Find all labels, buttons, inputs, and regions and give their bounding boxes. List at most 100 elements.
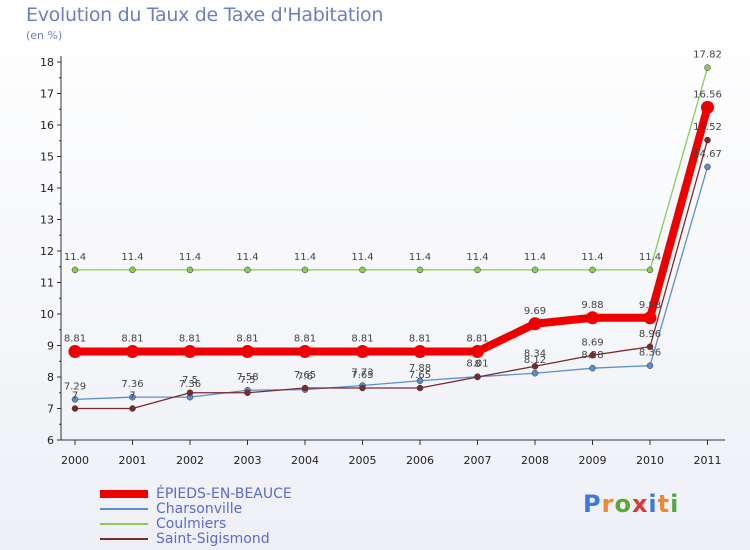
y-tick-label: 6 xyxy=(47,434,54,447)
data-point-saint-sigismond xyxy=(129,405,136,412)
data-point-coulmiers xyxy=(531,266,539,274)
data-label-coulmiers: 11.4 xyxy=(121,252,143,263)
data-label-charsonville: 7.58 xyxy=(236,372,258,383)
data-label-charsonville: 8.36 xyxy=(639,348,661,359)
legend-swatch-epieds xyxy=(100,490,148,498)
logo-letter: i xyxy=(648,490,658,518)
data-point-epieds xyxy=(701,100,714,114)
data-label-saint-sigismond: 7.5 xyxy=(240,375,256,386)
line-chart: 6 7 8 9 10 11 12 13 14 15 16 17 18 2000 2001 2002 2003 20… xyxy=(40,50,725,467)
data-label-saint-sigismond: 8.69 xyxy=(581,337,603,348)
logo-letter: o xyxy=(614,490,632,518)
data-point-coulmiers xyxy=(359,266,366,274)
data-label-saint-sigismond: 7 xyxy=(129,391,135,402)
data-point-coulmiers xyxy=(129,266,136,274)
data-point-epieds xyxy=(413,344,427,358)
data-point-coulmiers xyxy=(186,266,194,274)
data-point-coulmiers xyxy=(71,266,79,274)
data-label-coulmiers: 11.4 xyxy=(581,252,603,263)
data-point-epieds xyxy=(298,344,312,358)
data-point-epieds xyxy=(68,344,82,358)
data-point-saint-sigismond xyxy=(186,389,194,396)
data-label-charsonville: 7.88 xyxy=(409,363,431,374)
data-label-saint-sigismond: 7 xyxy=(72,391,78,402)
y-tick-label: 17 xyxy=(40,88,54,101)
data-point-saint-sigismond xyxy=(71,405,79,412)
data-point-saint-sigismond xyxy=(416,384,424,392)
legend-swatch-coulmiers xyxy=(100,523,148,525)
y-tick-label: 7 xyxy=(47,403,54,416)
series-line-epieds xyxy=(71,103,712,356)
data-label-charsonville: 14.67 xyxy=(693,149,722,160)
data-label-epieds: 9.88 xyxy=(581,300,603,311)
data-label-charsonville: 7.36 xyxy=(179,379,201,390)
data-point-charsonville xyxy=(589,364,596,372)
x-tick-label: 2011 xyxy=(694,454,722,467)
data-label-epieds: 8.81 xyxy=(466,333,488,344)
y-tick-label: 16 xyxy=(40,119,54,132)
data-label-charsonville: 7.29 xyxy=(64,381,86,392)
series-line-coulmiers xyxy=(74,67,709,271)
data-label-epieds: 16.56 xyxy=(693,89,722,100)
data-label-saint-sigismond: 8.96 xyxy=(639,329,661,340)
data-label-coulmiers: 11.4 xyxy=(351,252,373,263)
data-point-saint-sigismond xyxy=(531,363,539,370)
data-label-charsonville: 7.73 xyxy=(351,368,373,379)
legend-swatch-charsonville xyxy=(100,508,148,510)
data-label-coulmiers: 11.4 xyxy=(179,252,201,263)
data-label-charsonville: 8.01 xyxy=(466,359,488,370)
data-label-coulmiers: 11.4 xyxy=(524,252,546,263)
data-label-coulmiers: 11.4 xyxy=(639,252,661,263)
x-tick-label: 2001 xyxy=(119,454,147,467)
y-tick-label: 15 xyxy=(40,151,54,164)
data-label-charsonville: 8.28 xyxy=(581,350,603,361)
data-point-coulmiers xyxy=(646,266,654,274)
data-point-epieds xyxy=(471,344,484,358)
x-tick-label: 2008 xyxy=(521,454,549,467)
x-tick-label: 2009 xyxy=(579,454,607,467)
data-label-coulmiers: 11.4 xyxy=(294,252,316,263)
data-label-saint-sigismond: 15.52 xyxy=(693,122,722,133)
data-label-saint-sigismond: 7.65 xyxy=(294,370,316,381)
data-point-charsonville xyxy=(129,393,136,401)
data-point-coulmiers xyxy=(301,266,309,274)
data-point-saint-sigismond xyxy=(244,389,251,396)
legend-label-saint-sigismond: Saint-Sigismond xyxy=(156,531,270,547)
data-point-coulmiers xyxy=(704,64,711,71)
data-label-coulmiers: 11.4 xyxy=(466,252,488,263)
legend-label-charsonville: Charsonville xyxy=(156,501,243,517)
data-label-epieds: 8.81 xyxy=(179,333,201,344)
data-point-saint-sigismond xyxy=(359,384,366,392)
data-label-coulmiers: 11.4 xyxy=(64,252,86,263)
x-tick-label: 2004 xyxy=(291,454,319,467)
legend-swatch-saint-sigismond xyxy=(100,538,148,540)
logo-letter: P xyxy=(583,490,602,518)
data-label-coulmiers: 11.4 xyxy=(409,252,431,263)
data-point-coulmiers xyxy=(416,266,424,274)
data-label-epieds: 8.81 xyxy=(236,333,258,344)
proxiti-logo: Proxiti xyxy=(583,490,679,518)
data-point-charsonville xyxy=(646,362,654,369)
y-tick-label: 9 xyxy=(47,340,54,353)
x-tick-label: 2003 xyxy=(234,454,262,467)
data-point-charsonville xyxy=(704,163,711,171)
data-point-saint-sigismond xyxy=(474,373,481,381)
data-point-epieds xyxy=(126,344,139,358)
data-point-epieds xyxy=(643,311,657,325)
y-axis-unit: (en %) xyxy=(26,29,63,42)
legend-label-coulmiers: Coulmiers xyxy=(156,516,227,532)
x-tick-label: 2010 xyxy=(636,454,664,467)
data-point-epieds xyxy=(183,344,197,358)
data-label-epieds: 8.81 xyxy=(64,333,86,344)
series-line-saint-sigismond xyxy=(74,139,709,410)
data-label-epieds: 9.69 xyxy=(524,306,546,317)
y-tick-label: 12 xyxy=(40,245,54,258)
data-label-charsonville: 8.12 xyxy=(524,355,546,366)
data-label-saint-sigismond: 7.65 xyxy=(351,370,373,381)
data-label-saint-sigismond: 7.65 xyxy=(409,370,431,381)
logo-letter: x xyxy=(631,490,649,518)
data-label-saint-sigismond: 7.5 xyxy=(182,375,198,386)
data-label-charsonville: 7.6 xyxy=(297,372,313,383)
data-point-coulmiers xyxy=(244,266,251,274)
data-point-epieds xyxy=(586,311,599,325)
